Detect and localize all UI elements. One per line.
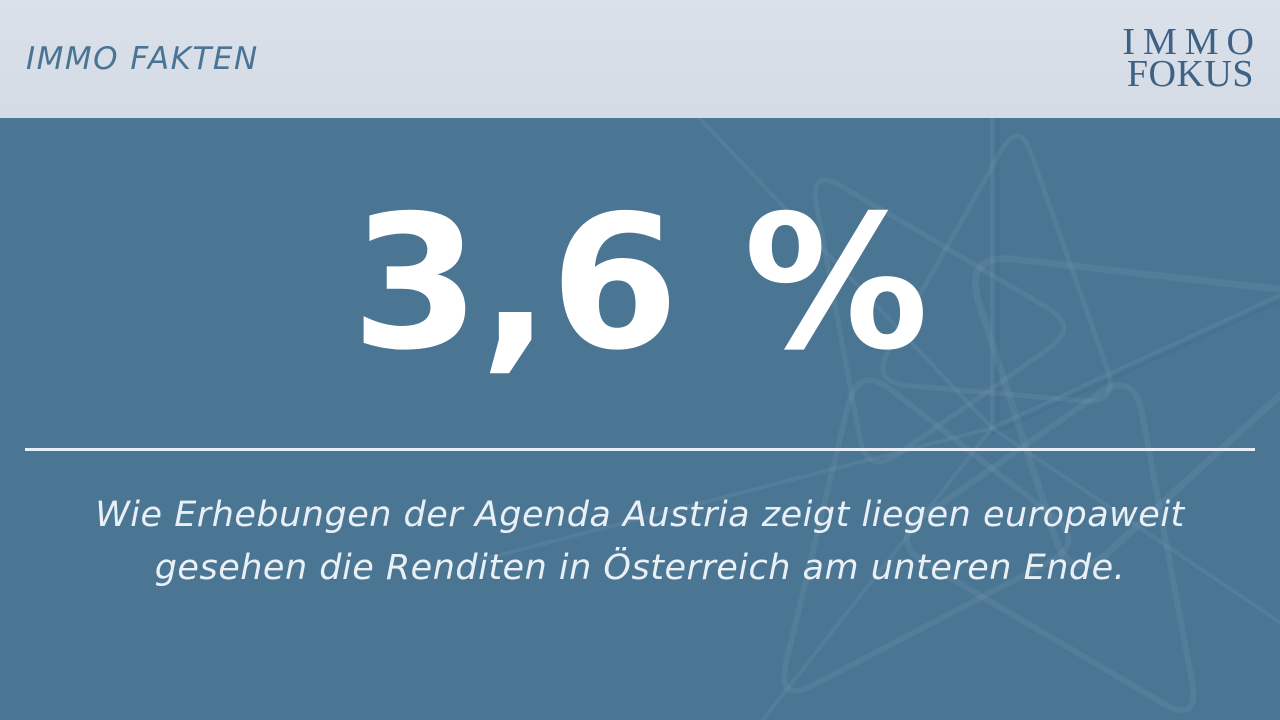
immofokus-logo: IMMO FOKUS (1122, 23, 1254, 95)
divider-line (25, 448, 1255, 451)
logo-line-2: FOKUS (1126, 53, 1254, 95)
caption: Wie Erhebungen der Agenda Austria zeigt … (0, 489, 1280, 595)
caption-line-1: Wie Erhebungen der Agenda Austria zeigt … (95, 495, 1185, 535)
page-title: IMMO FAKTEN (26, 41, 259, 77)
stat-value: 3,6 % (351, 175, 929, 391)
caption-line-2: gesehen die Renditen in Österreich am un… (154, 548, 1126, 588)
logo-line-1: IMMO (1122, 21, 1262, 63)
header-bar: IMMO FAKTEN IMMO FOKUS (0, 0, 1280, 118)
